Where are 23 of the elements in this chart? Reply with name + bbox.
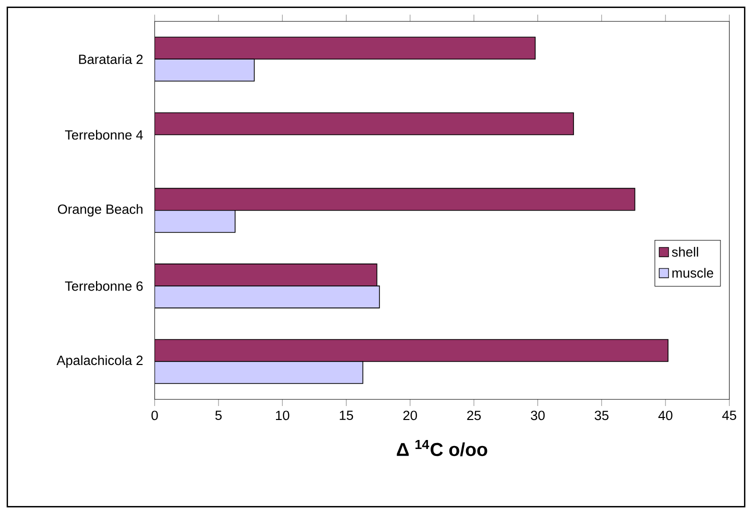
y-tick-label: Orange Beach [58,204,142,217]
x-tick-label: 45 [722,410,736,420]
x-tick-label: 35 [594,410,608,420]
x-tick-label: 15 [340,410,354,420]
x-tick-label: 0 [151,410,158,420]
x-tick-label: 40 [658,410,672,420]
y-tick-label: Barataria 2 [79,54,143,64]
legend-label: shell [672,246,698,257]
bar [154,58,255,82]
y-tick-label: Apalachicola 2 [56,355,143,368]
x-tick-label: 20 [403,410,417,420]
legend-label: muscle [672,268,714,278]
bar [154,210,236,233]
x-tick-label: 5 [215,410,222,420]
x-axis-title: Δ $^{14}$C o/oo [396,440,488,456]
bar [154,286,380,308]
y-tick-label: Terrebonne 6 [65,281,143,291]
bar [154,361,364,384]
x-tick-label: 30 [530,410,545,420]
bar [154,112,574,136]
x-tick-label: 25 [467,410,481,420]
x-tick-label: 10 [276,410,290,420]
y-tick-label: Terrebonne 4 [65,130,143,140]
